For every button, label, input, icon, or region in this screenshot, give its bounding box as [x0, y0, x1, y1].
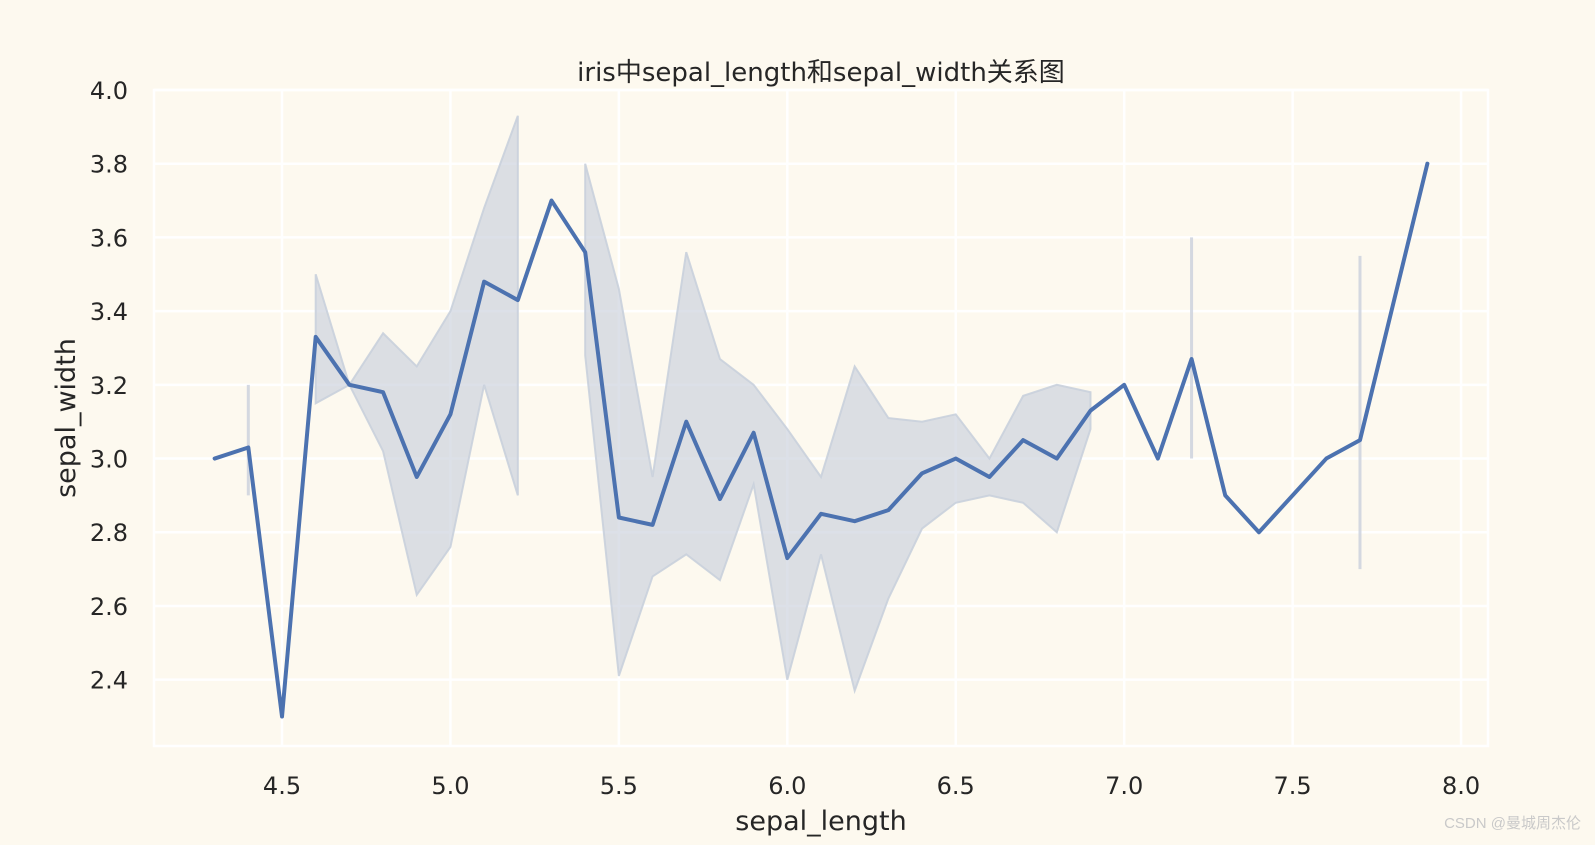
ci-band — [314, 115, 519, 598]
axis-ticks: 4.5 5.0 5.5 6.0 6.5 7.0 7.5 8.0 2.4 2.6 2.8 3.0 3.2 3… — [90, 77, 1480, 800]
y-tick-label: 3.6 — [90, 224, 128, 252]
x-tick-label: 7.5 — [1274, 772, 1312, 800]
x-tick-label: 5.5 — [600, 772, 638, 800]
y-tick-label: 3.4 — [90, 298, 128, 326]
y-axis-label: sepal_width — [51, 338, 82, 498]
x-tick-label: 7.0 — [1105, 772, 1143, 800]
y-tick-label: 2.8 — [90, 519, 128, 547]
y-tick-label: 3.0 — [90, 446, 128, 474]
y-tick-label: 2.6 — [90, 593, 128, 621]
x-tick-label: 6.5 — [937, 772, 975, 800]
y-tick-label: 3.8 — [90, 151, 128, 179]
x-tick-label: 6.0 — [768, 772, 806, 800]
x-tick-label: 4.5 — [263, 772, 301, 800]
y-tick-label: 4.0 — [90, 77, 128, 105]
watermark: CSDN @曼城周杰伦 — [1444, 815, 1581, 832]
x-tick-label: 5.0 — [431, 772, 469, 800]
series-line — [212, 161, 1430, 719]
y-tick-label: 3.2 — [90, 372, 128, 400]
ci-band — [584, 163, 1092, 695]
chart-title: iris中sepal_length和sepal_width关系图 — [577, 58, 1065, 88]
x-tick-label: 8.0 — [1442, 772, 1480, 800]
confidence-band — [246, 115, 1362, 695]
x-axis-label: sepal_length — [735, 806, 906, 837]
y-tick-label: 2.4 — [90, 667, 128, 695]
data-line — [212, 161, 1430, 719]
